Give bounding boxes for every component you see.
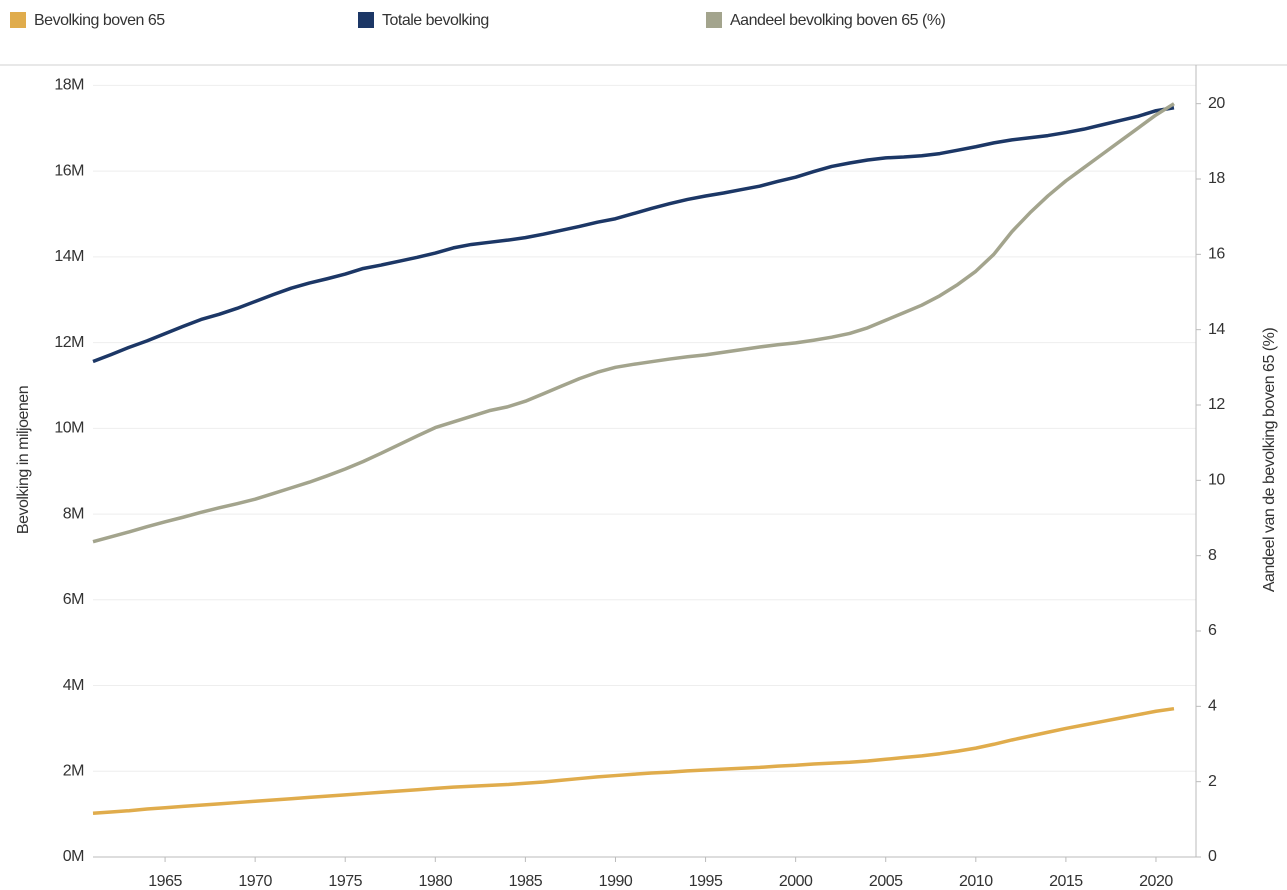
y-tick-label: 8M bbox=[63, 505, 84, 522]
series-line bbox=[92, 102, 1175, 544]
y-tick-label: 6M bbox=[63, 591, 84, 608]
x-tick-label: 2020 bbox=[1139, 873, 1173, 890]
y2-tick-label: 6 bbox=[1208, 622, 1217, 639]
y2-tick-label: 0 bbox=[1208, 848, 1217, 865]
y-tick-label: 0M bbox=[63, 848, 84, 865]
legend-swatch bbox=[358, 12, 374, 28]
series-line bbox=[92, 105, 1175, 364]
y-tick-label: 14M bbox=[54, 248, 84, 265]
y2-axis-title: Aandeel van de bevolking boven 65 (%) bbox=[1261, 328, 1278, 593]
legend-swatch bbox=[706, 12, 722, 28]
y-tick-label: 2M bbox=[63, 762, 84, 779]
x-tick-label: 2015 bbox=[1049, 873, 1083, 890]
y-axis-title: Bevolking in miljoenen bbox=[15, 386, 32, 534]
y-tick-label: 18M bbox=[54, 77, 84, 94]
x-tick-label: 1995 bbox=[689, 873, 723, 890]
legend-label: Aandeel bevolking boven 65 (%) bbox=[730, 12, 946, 29]
series-line bbox=[92, 706, 1175, 816]
x-tick-label: 1970 bbox=[238, 873, 272, 890]
y2-tick-label: 8 bbox=[1208, 547, 1217, 564]
x-tick-label: 1965 bbox=[148, 873, 182, 890]
y-tick-label: 12M bbox=[54, 334, 84, 351]
y2-tick-label: 20 bbox=[1208, 95, 1225, 112]
legend-swatch bbox=[10, 12, 26, 28]
legend-label: Totale bevolking bbox=[382, 12, 489, 29]
x-tick-label: 2005 bbox=[869, 873, 903, 890]
y-tick-label: 10M bbox=[54, 420, 84, 437]
x-tick-label: 2010 bbox=[959, 873, 993, 890]
x-tick-label: 1985 bbox=[509, 873, 543, 890]
x-tick-label: 2000 bbox=[779, 873, 813, 890]
y-tick-label: 16M bbox=[54, 162, 84, 179]
y2-tick-label: 4 bbox=[1208, 698, 1217, 715]
x-tick-label: 1975 bbox=[328, 873, 362, 890]
legend-label: Bevolking boven 65 bbox=[34, 12, 165, 29]
y2-tick-label: 16 bbox=[1208, 246, 1225, 263]
y2-tick-label: 10 bbox=[1208, 472, 1225, 489]
x-tick-label: 1990 bbox=[599, 873, 633, 890]
y2-tick-label: 14 bbox=[1208, 321, 1225, 338]
y2-tick-label: 2 bbox=[1208, 773, 1217, 790]
y2-tick-label: 12 bbox=[1208, 396, 1225, 413]
x-tick-label: 1980 bbox=[419, 873, 453, 890]
y2-tick-label: 18 bbox=[1208, 170, 1225, 187]
y-tick-label: 4M bbox=[63, 677, 84, 694]
